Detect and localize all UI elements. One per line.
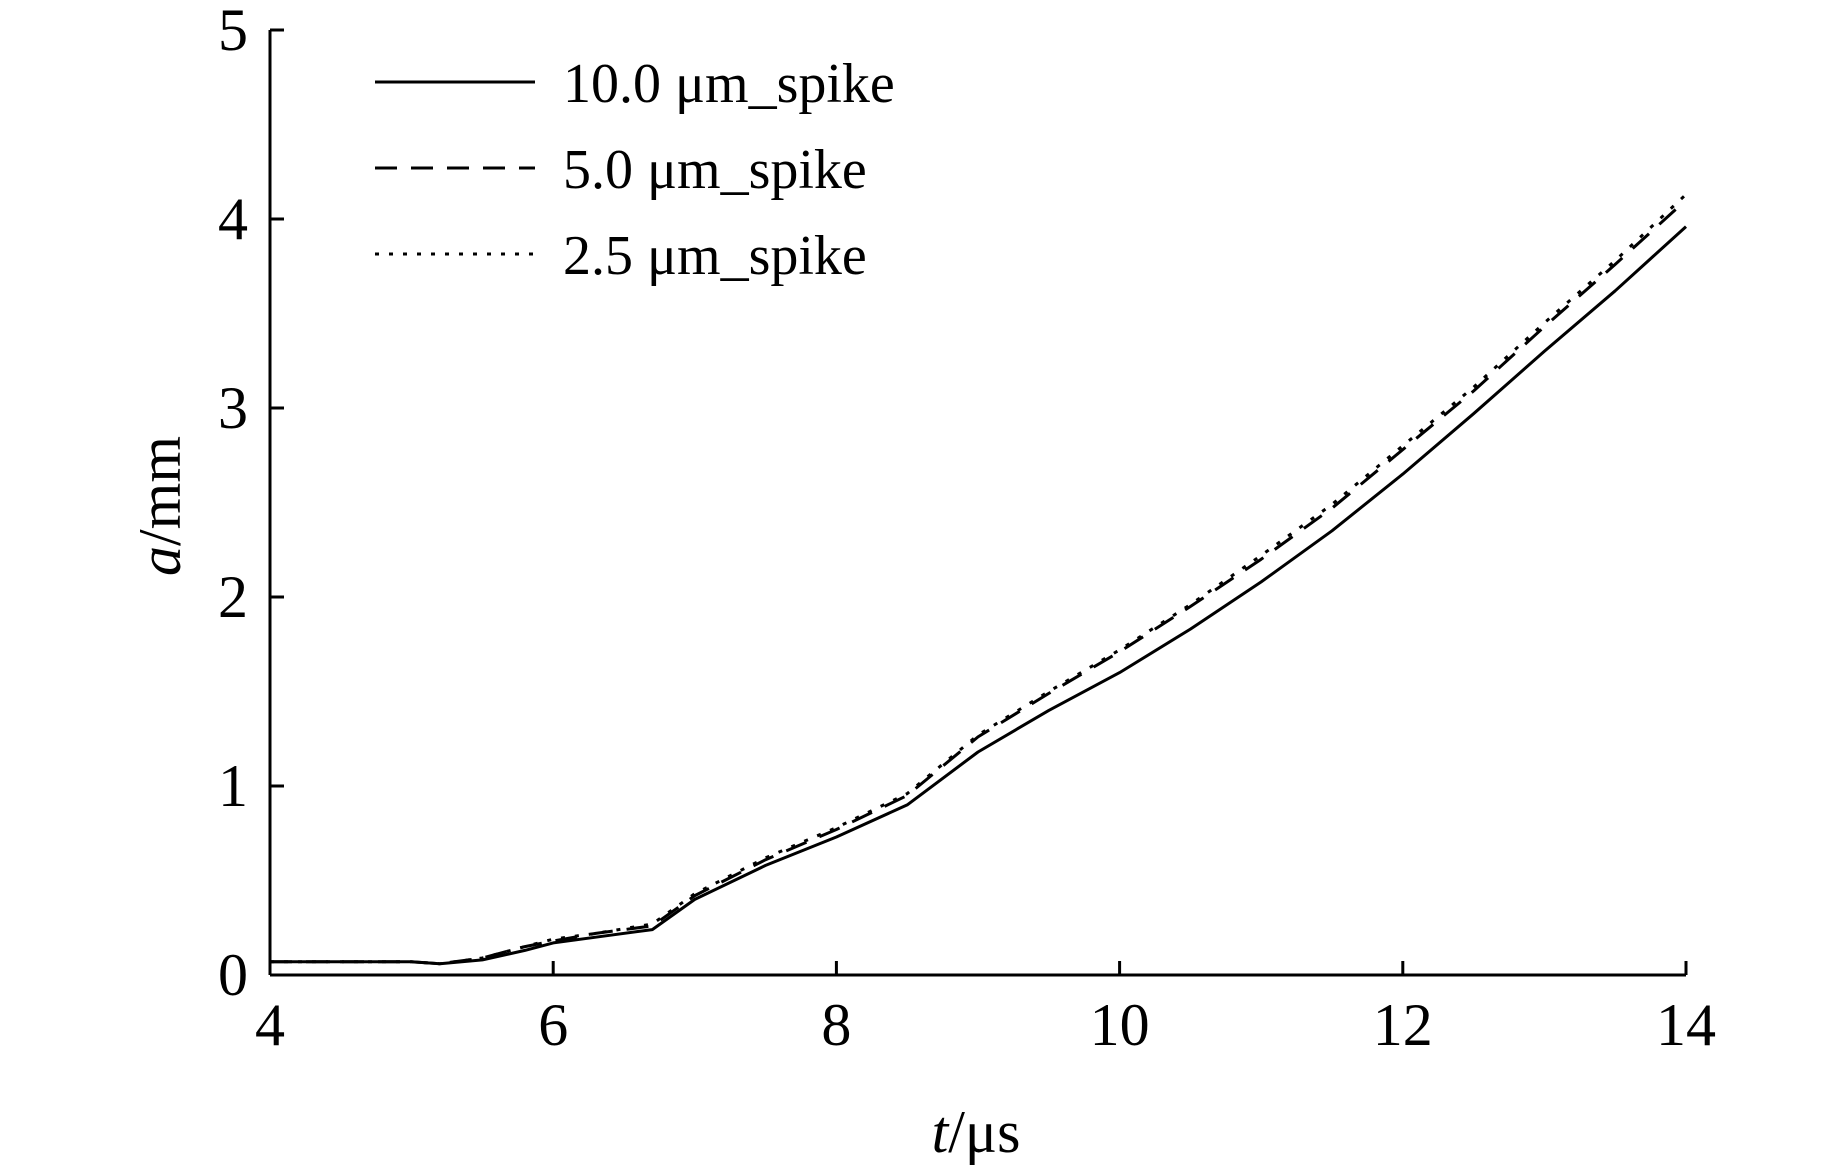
series-line-2 bbox=[270, 198, 1688, 966]
y-tick-label: 1 bbox=[218, 753, 248, 819]
series-line-1 bbox=[270, 225, 1688, 966]
y-axis-label: a/mm bbox=[127, 436, 193, 576]
x-tick-label: 4 bbox=[255, 992, 285, 1058]
chart-series bbox=[270, 193, 1688, 966]
y-tick-label: 5 bbox=[218, 0, 248, 63]
x-tick-label: 14 bbox=[1656, 992, 1716, 1058]
x-tick-label: 12 bbox=[1373, 992, 1433, 1058]
y-tick-label: 4 bbox=[218, 186, 248, 252]
legend-label-2: 5.0 μm_spike bbox=[563, 139, 867, 201]
y-tick-label: 2 bbox=[218, 564, 248, 630]
x-tick-label: 6 bbox=[538, 992, 568, 1058]
y-tick-label: 0 bbox=[218, 942, 248, 1008]
x-axis-label: t/μs bbox=[932, 1099, 1021, 1165]
legend-label-1: 10.0 μm_spike bbox=[563, 53, 895, 115]
y-tick-label: 3 bbox=[218, 375, 248, 441]
x-tick-label: 8 bbox=[821, 992, 851, 1058]
legend-label-3: 2.5 μm_spike bbox=[563, 225, 867, 287]
chart-axes bbox=[268, 30, 1686, 977]
series-line-3 bbox=[270, 193, 1688, 966]
x-tick-label: 10 bbox=[1090, 992, 1150, 1058]
chart-legend: 10.0 μm_spike 5.0 μm_spike 2.5 μm_spike bbox=[375, 53, 895, 287]
